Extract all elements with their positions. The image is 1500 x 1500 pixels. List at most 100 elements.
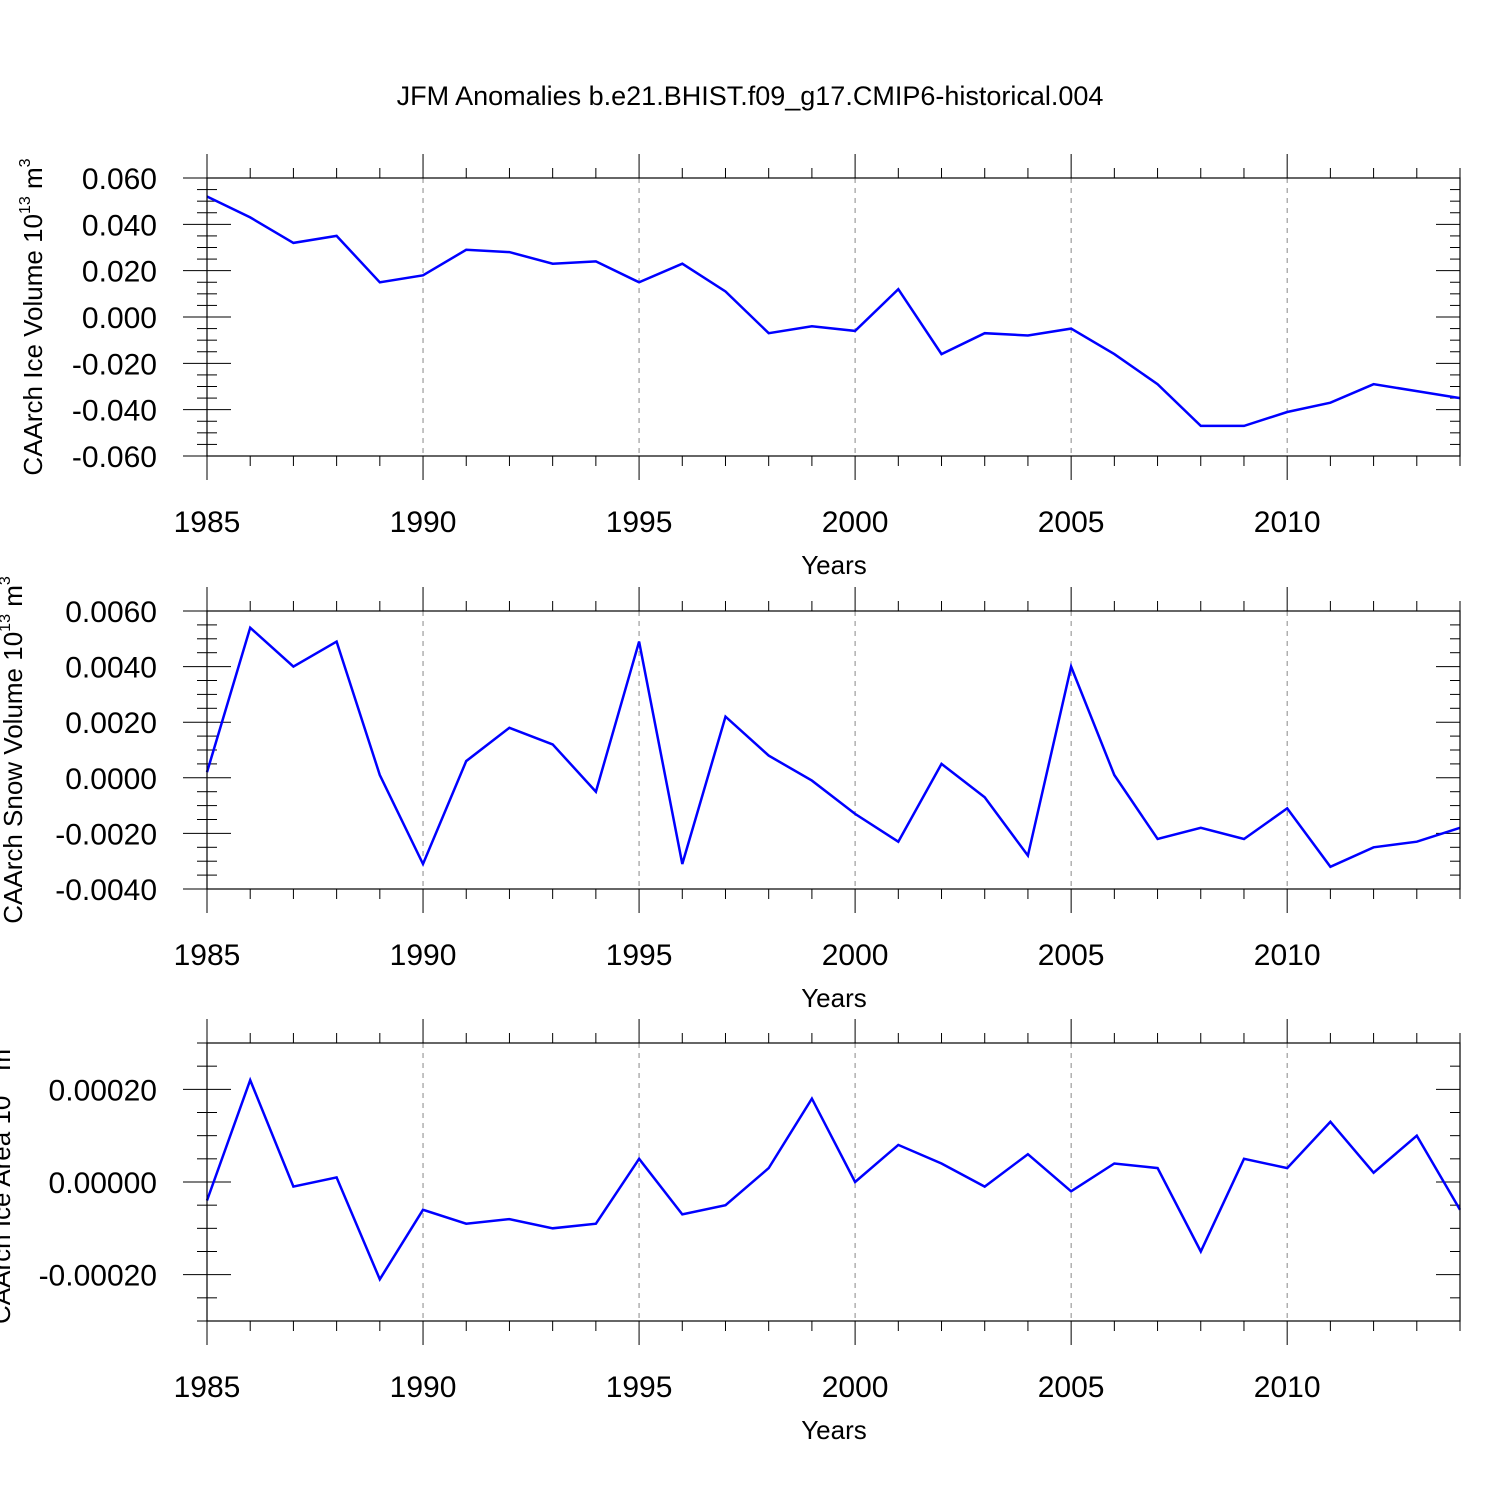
x-tick-label: 2000: [822, 506, 889, 539]
data-point: [767, 754, 771, 758]
y-tick-label: 0.0000: [65, 763, 157, 796]
y-tick-label: -0.020: [72, 348, 157, 381]
data-point: [1285, 806, 1289, 810]
y-tick-label: 0.00000: [49, 1167, 157, 1200]
data-point: [421, 273, 425, 277]
data-point: [248, 215, 252, 219]
x-tick-label: 2005: [1038, 506, 1105, 539]
x-tick-label: 2000: [822, 1371, 889, 1404]
y-tick-label: -0.00020: [39, 1260, 157, 1293]
data-point: [983, 331, 987, 335]
data-point: [983, 795, 987, 799]
data-point: [1372, 382, 1376, 386]
data-point: [551, 262, 555, 266]
data-point: [896, 1143, 900, 1147]
data-point: [1242, 1157, 1246, 1161]
plot-frame: [206, 610, 1461, 890]
panel-2: -0.0040 -0.0020 0.0000 0.0020 0.0040 0.0060 19…: [0, 576, 1461, 1013]
x-tick-label: 1995: [606, 1371, 673, 1404]
data-point: [507, 1217, 511, 1221]
data-point: [680, 262, 684, 266]
data-point: [1328, 865, 1332, 869]
data-point: [335, 640, 339, 644]
data-point: [1199, 826, 1203, 830]
x-tick-label: 1995: [606, 506, 673, 539]
chart-title: JFM Anomalies b.e21.BHIST.f09_g17.CMIP6-…: [397, 81, 1104, 111]
data-point: [464, 248, 468, 252]
data-point: [421, 862, 425, 866]
y-tick-label: 0.00020: [49, 1074, 157, 1107]
data-point: [1069, 1189, 1073, 1193]
data-point: [551, 1226, 555, 1230]
data-point: [723, 1203, 727, 1207]
x-tick-label: 2005: [1038, 1371, 1105, 1404]
data-point: [594, 259, 598, 263]
data-point: [1372, 1171, 1376, 1175]
data-point: [1069, 665, 1073, 669]
panel-1: -0.060 -0.040 -0.020 0.000 0.020 0.040 0.060 19…: [17, 154, 1461, 580]
x-tick-label: 1990: [390, 506, 457, 539]
data-point: [680, 1212, 684, 1216]
data-point: [1112, 1161, 1116, 1165]
y-tick-label: -0.060: [72, 441, 157, 474]
x-tick-label: 2005: [1038, 939, 1105, 972]
data-point: [983, 1185, 987, 1189]
data-point: [1026, 334, 1030, 338]
y-tick-label: -0.0040: [55, 874, 157, 907]
data-point: [1415, 840, 1419, 844]
y-axis-label: CAArch Snow Volume 1013 m3: [0, 576, 28, 924]
data-point: [1026, 854, 1030, 858]
y-axis-label: CAArch Ice Volume 1013 m3: [17, 158, 48, 475]
data-point: [940, 762, 944, 766]
data-point: [1372, 845, 1376, 849]
x-tick-label: 1985: [174, 1371, 241, 1404]
data-point: [767, 1166, 771, 1170]
y-tick-label: 0.0040: [65, 652, 157, 685]
data-point: [464, 759, 468, 763]
data-point: [1199, 424, 1203, 428]
data-point: [810, 324, 814, 328]
data-point: [378, 773, 382, 777]
x-tick-label: 2010: [1254, 939, 1321, 972]
y-tick-label: 0.060: [82, 163, 157, 196]
data-point: [1069, 327, 1073, 331]
data-point: [896, 840, 900, 844]
y-tick-label: 0.020: [82, 256, 157, 289]
data-point: [723, 290, 727, 294]
data-point: [248, 626, 252, 630]
data-point: [507, 250, 511, 254]
data-point: [896, 287, 900, 291]
data-point: [853, 1180, 857, 1184]
data-point: [291, 241, 295, 245]
data-point: [1199, 1250, 1203, 1254]
series-line: [206, 195, 1461, 428]
data-point: [378, 1277, 382, 1281]
data-point: [464, 1222, 468, 1226]
data-point: [1156, 1166, 1160, 1170]
data-point: [1242, 837, 1246, 841]
data-point: [1328, 1120, 1332, 1124]
data-point: [1156, 382, 1160, 386]
data-point: [940, 1161, 944, 1165]
data-point: [853, 812, 857, 816]
y-axis-label: CAArch Ice Area 1013 m2: [0, 1040, 16, 1324]
x-tick-label: 2010: [1254, 506, 1321, 539]
data-point: [810, 1097, 814, 1101]
data-point: [1328, 401, 1332, 405]
data-point: [1242, 424, 1246, 428]
data-point: [335, 234, 339, 238]
data-point: [723, 715, 727, 719]
data-point: [1112, 773, 1116, 777]
y-tick-label: 0.0060: [65, 596, 157, 629]
x-tick-label: 2000: [822, 939, 889, 972]
data-point: [637, 1157, 641, 1161]
panel-3: -0.00020 0.00000 0.00020 1985 1990 1995 2000 20…: [0, 1019, 1462, 1445]
data-point: [637, 640, 641, 644]
y-tick-label: 0.0020: [65, 707, 157, 740]
data-point: [1285, 1166, 1289, 1170]
data-point: [551, 742, 555, 746]
data-point: [1285, 410, 1289, 414]
data-point: [335, 1175, 339, 1179]
data-point: [291, 1185, 295, 1189]
